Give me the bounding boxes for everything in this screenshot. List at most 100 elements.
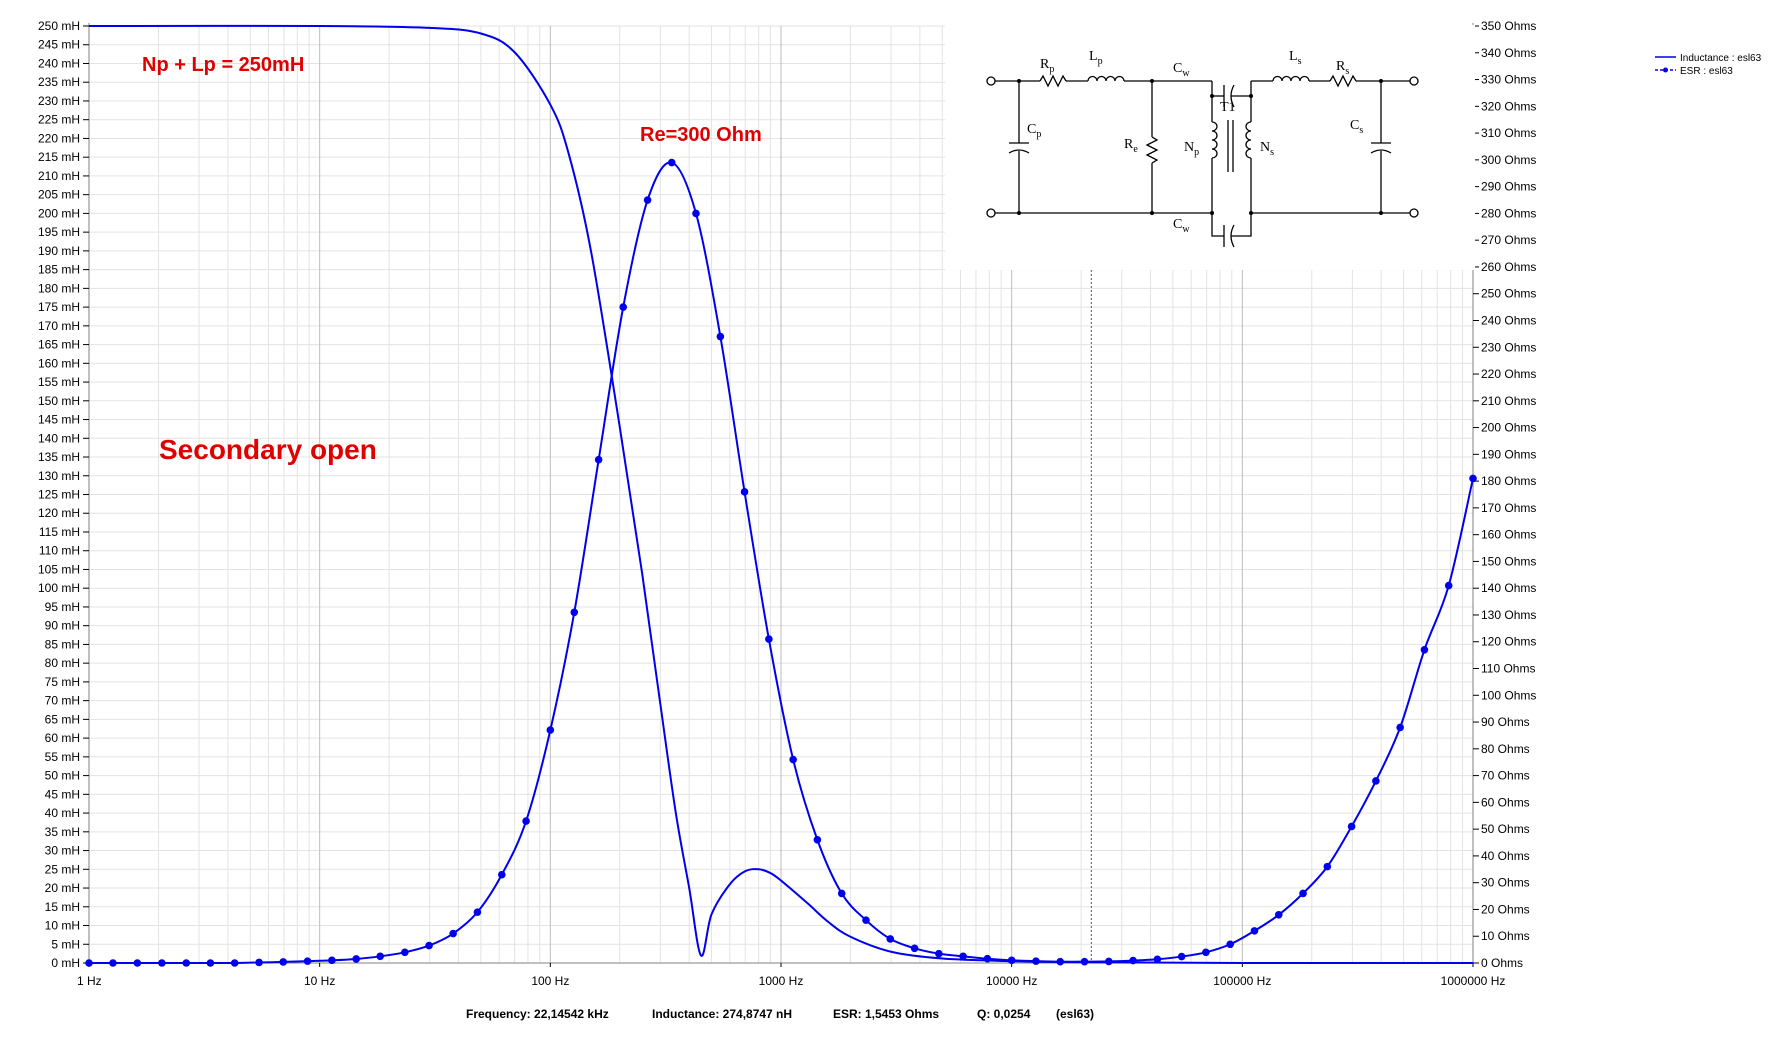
schematic-junctions [1017, 79, 1383, 215]
label-ls: Ls [1289, 49, 1302, 67]
esr-series-line [89, 161, 1474, 965]
esr-data-point [692, 209, 700, 218]
esr-data-point [546, 726, 555, 734]
junction-dot [1210, 211, 1214, 215]
esr-data-point [886, 935, 895, 943]
esr-data-point [133, 959, 142, 967]
esr-data-point [425, 941, 433, 950]
legend-inductance-label: Inductance : esl63 [1680, 53, 1762, 64]
y-right-tick-label: 20 Ohms [1481, 902, 1530, 916]
junction-dot [1379, 79, 1383, 83]
esr-data-point [643, 196, 652, 204]
esr-data-point [206, 959, 215, 967]
esr-data-point [255, 958, 263, 967]
esr-data-point [1299, 889, 1307, 898]
y-left-tick-label: 230 mH [38, 94, 80, 108]
y-left-tick-label: 145 mH [38, 413, 80, 427]
y-left-tick-label: 75 mH [45, 675, 80, 689]
y-right-tick-label: 220 Ohms [1481, 367, 1536, 381]
schematic-wires [995, 74, 1410, 248]
esr-data-point [1372, 777, 1380, 785]
legend-esr-label: ESR : esl63 [1680, 66, 1733, 77]
y-right-tick-label: 200 Ohms [1481, 421, 1536, 435]
esr-data-point [594, 455, 603, 464]
esr-data-point [109, 959, 117, 967]
status-bar: Frequency: 22,14542 kHz Inductance: 274,… [466, 1007, 1094, 1021]
esr-data-point [376, 952, 385, 961]
grid [88, 25, 1474, 964]
y-left-tick-label: 220 mH [38, 131, 80, 145]
y-right-tick-label: 30 Ohms [1481, 876, 1530, 890]
esr-data-point [765, 635, 773, 643]
y-left-tick-label: 35 mH [45, 825, 80, 839]
esr-data-point [85, 959, 93, 967]
y-left-tick-label: 150 mH [38, 394, 80, 408]
label-cs: Cs [1350, 118, 1363, 136]
status-name: (esl63) [1056, 1007, 1094, 1021]
label-re: Re [1124, 137, 1138, 155]
junction-dot [1379, 211, 1383, 215]
esr-data-point [182, 959, 191, 967]
y-right-tick-label: 70 Ohms [1481, 769, 1530, 783]
esr-data-point [1153, 955, 1162, 964]
y-left-tick-label: 170 mH [38, 319, 80, 333]
esr-data-point [1323, 862, 1332, 871]
y-right-tick-label: 10 Ohms [1481, 929, 1530, 943]
terminal-top-left [986, 76, 996, 86]
esr-data-point [813, 836, 822, 844]
esr-data-point [473, 908, 482, 916]
y-right-tick-label: 60 Ohms [1481, 795, 1530, 809]
y-left-tick-label: 0 mH [51, 956, 80, 970]
status-esr: ESR: 1,5453 Ohms [833, 1007, 939, 1021]
plot-series [85, 24, 1477, 967]
y-left-tick-label: 165 mH [38, 338, 80, 352]
esr-data-point [619, 303, 628, 311]
y-right-tick-label: 100 Ohms [1481, 688, 1536, 702]
y-left-tick-label: 240 mH [38, 56, 80, 70]
y-right-tick-label: 300 Ohms [1481, 153, 1536, 167]
y-right-tick-label: 50 Ohms [1481, 822, 1530, 836]
y-right-tick-label: 110 Ohms [1481, 662, 1535, 676]
esr-data-point [570, 608, 579, 617]
y-right-tick-label: 40 Ohms [1481, 849, 1530, 863]
junction-dot [1150, 79, 1154, 83]
y-left-tick-label: 175 mH [38, 300, 80, 314]
esr-data-point [1177, 952, 1186, 961]
esr-data-point [667, 158, 676, 167]
y-right-tick-label: 270 Ohms [1481, 233, 1536, 247]
esr-data-point [740, 488, 749, 496]
label-cp: Cp [1027, 122, 1041, 140]
status-q: Q: 0,0254 [977, 1007, 1031, 1021]
y-left-tick-label: 40 mH [45, 806, 80, 820]
y-left-tick-label: 140 mH [38, 431, 80, 445]
y-left-tick-label: 15 mH [45, 900, 80, 914]
junction-dot [1249, 94, 1253, 98]
y-right-tick-label: 280 Ohms [1481, 206, 1536, 220]
y-right-tick-label: 230 Ohms [1481, 340, 1536, 354]
y-left-tick-label: 125 mH [38, 488, 80, 502]
junction-dot [1150, 211, 1154, 215]
y-right-tick-label: 180 Ohms [1481, 474, 1536, 488]
label-rp: Rp [1040, 57, 1054, 75]
legend-esr-marker [1663, 67, 1668, 73]
esr-data-point [230, 959, 239, 967]
y-left-tick-label: 55 mH [45, 750, 80, 764]
y-left-tick-label: 225 mH [38, 113, 80, 127]
y-left-tick-label: 135 mH [38, 450, 80, 464]
y-left-tick-label: 105 mH [38, 562, 80, 576]
esr-data-point [1444, 581, 1453, 590]
y-left-tick-label: 10 mH [45, 919, 80, 933]
y-left-tick-label: 160 mH [38, 356, 80, 370]
y-left-tick-label: 185 mH [38, 263, 80, 277]
y-right-tick-label: 0 Ohms [1481, 956, 1523, 970]
y-right-tick-label: 250 Ohms [1481, 287, 1536, 301]
esr-data-point [910, 944, 919, 953]
y-right-tick-label: 130 Ohms [1481, 608, 1536, 622]
y-left-tick-label: 120 mH [38, 506, 80, 520]
esr-data-point [1469, 474, 1477, 483]
esr-data-point [1274, 911, 1283, 919]
y-left-tick-label: 235 mH [38, 75, 80, 89]
esr-data-point [279, 958, 288, 966]
